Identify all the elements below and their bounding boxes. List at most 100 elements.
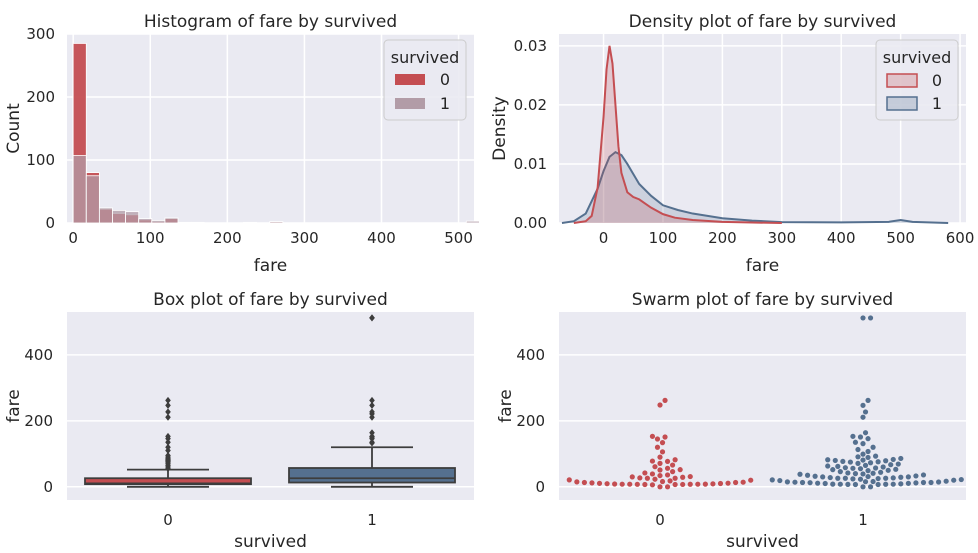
y-tick-label: 200 — [516, 412, 545, 430]
swarm-point — [890, 481, 896, 487]
swarm-point — [913, 473, 919, 479]
box-survived-1 — [288, 314, 456, 488]
swarm-point — [862, 479, 869, 485]
hist-bar-survived-1 — [85, 175, 100, 224]
outlier-point — [165, 413, 171, 421]
swarm-point — [842, 475, 848, 481]
swarm-point — [875, 481, 881, 488]
swarm-point — [784, 479, 791, 485]
swarm-point — [870, 478, 876, 485]
chart-title: Box plot of fare by survived — [153, 290, 388, 310]
outlier-point — [165, 408, 171, 416]
swarm-point — [649, 482, 656, 488]
swarm-point — [566, 477, 572, 483]
x-axis-label: survived — [726, 532, 799, 552]
density-line-survived-0 — [573, 45, 782, 224]
swarm-point — [958, 476, 964, 483]
x-tick-label: 100 — [136, 229, 165, 247]
swarm-point — [840, 458, 846, 465]
swarm-point — [664, 465, 671, 471]
swarm-point — [883, 475, 889, 481]
swarm-point — [642, 481, 648, 488]
y-tick-label: 0.02 — [514, 96, 547, 114]
swarm-point — [878, 469, 884, 475]
legend: survived 0 1 — [875, 39, 959, 121]
y-axis-label: Density — [490, 96, 510, 161]
swarm-point — [717, 480, 724, 487]
swarm-point — [880, 464, 886, 470]
swarm-point — [702, 481, 708, 487]
swarm-point — [604, 481, 610, 487]
swarm-point — [860, 451, 866, 457]
swarm-point — [850, 433, 856, 439]
y-axis-label: Count — [4, 103, 24, 154]
swarm-point — [687, 473, 693, 480]
swarm-point — [913, 480, 919, 486]
swarm-point — [832, 457, 838, 464]
outlier-point — [369, 401, 375, 409]
swarm-point — [850, 465, 856, 471]
swarm-point — [898, 474, 904, 480]
y-tick-label: 0.01 — [514, 155, 547, 173]
legend-swatch-1 — [395, 98, 425, 109]
hist-bar-survived-1 — [190, 221, 205, 224]
x-tick-label: 200 — [708, 229, 737, 247]
density-area-survived-1 — [561, 152, 949, 223]
swarm-point — [852, 471, 859, 477]
swarm-point — [725, 480, 731, 486]
swarm-point — [664, 458, 671, 465]
swarm-point — [777, 477, 783, 484]
swarm-point — [936, 479, 942, 485]
y-tick-label: 0.00 — [514, 214, 547, 232]
swarm-point — [807, 480, 813, 486]
swarm-point — [799, 479, 806, 486]
outlier-point — [165, 451, 171, 459]
swarm-point — [652, 464, 658, 470]
swarm-point — [867, 484, 874, 490]
swarm-point — [659, 478, 666, 485]
swarm-point — [589, 480, 595, 486]
swarm-point — [812, 473, 818, 479]
swarm-point — [662, 397, 668, 403]
swarm-point — [870, 444, 876, 450]
swarm-point — [857, 434, 864, 440]
y-tick-label: 300 — [26, 25, 55, 43]
swarm-point — [657, 472, 663, 479]
outlier-point — [165, 443, 171, 451]
swarm-point — [740, 479, 746, 485]
swarm-point — [951, 477, 957, 483]
panel-4: 0 1 0 200 400 fare survived Swarm plot of fare … — [496, 290, 966, 552]
swarm-point — [873, 453, 879, 459]
swarm-point — [670, 469, 676, 475]
swarm-point — [642, 470, 648, 476]
legend-label-1: 1 — [932, 94, 942, 113]
swarm-point — [649, 471, 656, 477]
hist-bar-survived-1 — [151, 220, 166, 224]
swarm-point — [867, 315, 874, 321]
swarm-point — [634, 481, 640, 487]
swarm-point — [654, 436, 661, 442]
swarm-point — [860, 471, 866, 477]
swarm-point — [680, 481, 686, 488]
swarm-point — [865, 454, 871, 461]
swarm-point — [677, 467, 683, 473]
swarm-point — [905, 474, 911, 480]
swarm-point — [649, 458, 656, 464]
swarm-point — [670, 462, 676, 468]
legend-swatch-1 — [886, 96, 918, 111]
density-line-survived-1 — [561, 150, 949, 224]
swarm-point — [870, 470, 876, 476]
swarm-point — [657, 467, 663, 473]
outlier-point — [369, 396, 375, 404]
x-tick-label: 400 — [367, 229, 396, 247]
hist-bar-survived-1 — [177, 221, 192, 224]
swarm-point — [837, 469, 843, 475]
swarm-point — [664, 484, 671, 490]
swarm-point — [928, 479, 934, 486]
box-survived-0 — [84, 396, 252, 488]
swarm-point — [629, 474, 635, 480]
legend: survived 0 1 — [383, 39, 467, 121]
swarm-point — [667, 478, 673, 484]
x-tick-label: 0 — [68, 229, 78, 247]
